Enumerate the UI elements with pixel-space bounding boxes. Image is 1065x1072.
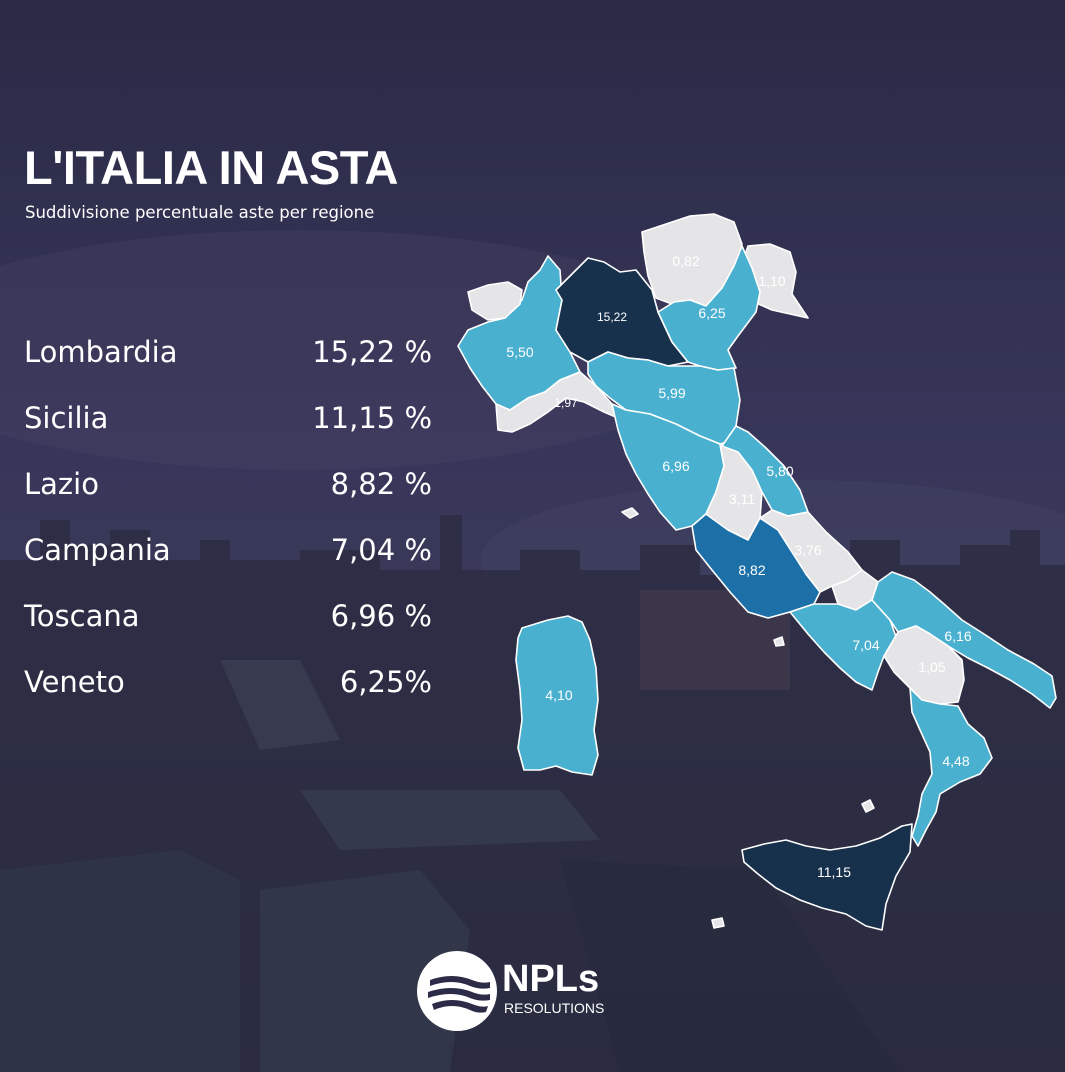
label-piemonte: 5,50 <box>506 344 533 360</box>
label-veneto: 6,25 <box>698 305 725 321</box>
ranking-region-name: Veneto <box>24 665 125 699</box>
label-marche: 5,80 <box>766 463 793 479</box>
npls-logo-icon <box>417 951 497 1031</box>
ranking-region-name: Campania <box>24 533 171 567</box>
ranking-row: Campania 7,04 % <box>24 528 434 594</box>
region-ranking: Lombardia 15,22 % Sicilia 11,15 % Lazio … <box>24 330 434 726</box>
label-trentino: 0,82 <box>672 253 699 269</box>
region-calabria <box>909 687 993 847</box>
ranking-region-value: 7,04 % <box>330 533 432 567</box>
ranking-row: Veneto 6,25% <box>24 660 434 726</box>
ranking-region-value: 11,15 % <box>312 401 432 435</box>
ranking-region-value: 6,96 % <box>330 599 432 633</box>
region-campania <box>789 599 899 691</box>
label-campania: 7,04 <box>852 637 879 653</box>
ranking-region-name: Lombardia <box>24 335 178 369</box>
island-elba <box>621 507 639 519</box>
region-sardegna <box>515 615 599 776</box>
ranking-row: Toscana 6,96 % <box>24 594 434 660</box>
logo-name: NPLs <box>502 958 600 1000</box>
label-lombardia: 15,22 <box>597 310 627 324</box>
page-title: L'ITALIA IN ASTA <box>24 141 398 194</box>
label-emilia: 5,99 <box>658 385 685 401</box>
label-sicilia: 11,15 <box>817 864 851 880</box>
island-eolie <box>861 799 875 813</box>
label-toscana: 6,96 <box>662 458 689 474</box>
region-sicilia <box>741 823 913 931</box>
italy-map: 5,50 15,22 0,82 1,10 6,25 1,97 5,99 6,96… <box>457 213 1057 931</box>
ranking-region-name: Lazio <box>24 467 99 501</box>
npls-logo: NPLs RESOLUTIONS <box>416 950 626 1032</box>
page-subtitle: Suddivisione percentuale aste per region… <box>25 203 375 222</box>
ranking-row: Lazio 8,82 % <box>24 462 434 528</box>
island-ischia <box>773 636 785 647</box>
label-basilicata: 1,05 <box>918 659 945 675</box>
ranking-row: Sicilia 11,15 % <box>24 396 434 462</box>
island-egadi <box>711 917 725 929</box>
label-puglia: 6,16 <box>944 628 971 644</box>
label-sardegna: 4,10 <box>545 687 572 703</box>
region-basilicata <box>883 625 965 705</box>
ranking-region-value: 8,82 % <box>330 467 432 501</box>
ranking-region-value: 6,25% <box>339 665 432 699</box>
ranking-region-name: Toscana <box>24 599 140 633</box>
label-umbria: 3,11 <box>729 491 755 507</box>
ranking-region-name: Sicilia <box>24 401 109 435</box>
label-abruzzo: 3,76 <box>794 542 821 558</box>
ranking-row: Lombardia 15,22 % <box>24 330 434 396</box>
region-valle-aosta <box>467 281 523 321</box>
logo-subtext: RESOLUTIONS <box>504 1000 605 1016</box>
ranking-region-value: 15,22 % <box>312 335 432 369</box>
label-liguria: 1,97 <box>554 396 578 410</box>
label-calabria: 4,48 <box>942 753 969 769</box>
label-lazio: 8,82 <box>738 562 765 578</box>
label-friuli: 1,10 <box>758 273 785 289</box>
